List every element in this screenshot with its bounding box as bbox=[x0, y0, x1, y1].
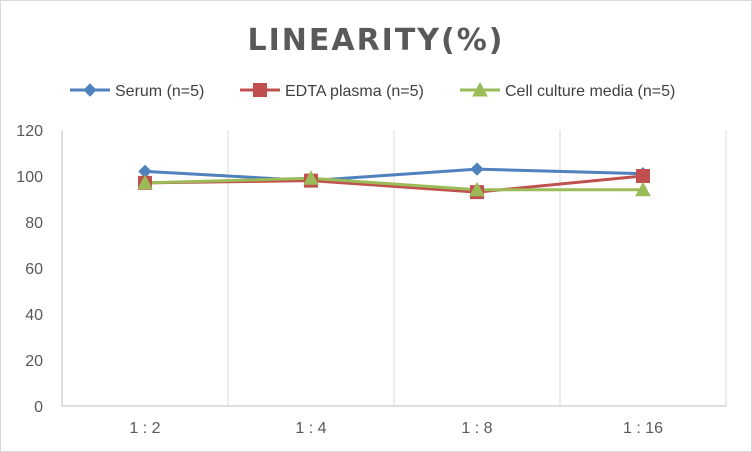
legend: Serum (n=5) EDTA plasma (n=5) Cell cultu… bbox=[70, 81, 675, 100]
y-tick-label: 40 bbox=[25, 307, 43, 324]
legend-label-edta-plasma: EDTA plasma (n=5) bbox=[285, 83, 424, 100]
data-point bbox=[636, 169, 650, 183]
plot-area: 0 20 40 60 80 100 120 1 : 2 1 : 4 1 : 8 1 : 16 bbox=[16, 123, 727, 437]
legend-marker-cell-culture-media bbox=[472, 81, 488, 97]
series-line bbox=[143, 167, 645, 183]
chart-title: LINEARITY(%) bbox=[247, 23, 504, 58]
x-tick-label: 1 : 16 bbox=[623, 420, 663, 437]
series-line bbox=[143, 176, 645, 192]
x-tick-label: 1 : 4 bbox=[295, 420, 326, 437]
legend-label-serum: Serum (n=5) bbox=[115, 83, 204, 100]
legend-item-edta-plasma: EDTA plasma (n=5) bbox=[240, 83, 424, 100]
legend-item-serum: Serum (n=5) bbox=[70, 83, 204, 100]
data-point bbox=[469, 181, 485, 197]
legend-item-cell-culture-media: Cell culture media (n=5) bbox=[460, 81, 675, 100]
y-tick-label: 60 bbox=[25, 261, 43, 278]
y-tick-label: 80 bbox=[25, 215, 43, 232]
data-point bbox=[635, 181, 651, 197]
y-tick-label: 0 bbox=[34, 399, 43, 416]
y-tick-label: 100 bbox=[16, 169, 43, 186]
x-tick-label: 1 : 8 bbox=[461, 420, 492, 437]
legend-label-cell-culture-media: Cell culture media (n=5) bbox=[505, 83, 675, 100]
data-point bbox=[137, 174, 153, 190]
data-point bbox=[303, 170, 319, 185]
data-point bbox=[470, 162, 484, 176]
y-tick-label: 20 bbox=[25, 353, 43, 370]
y-tick-label: 120 bbox=[16, 123, 43, 140]
x-tick-label: 1 : 2 bbox=[129, 420, 160, 437]
legend-marker-edta-plasma bbox=[253, 83, 267, 97]
legend-marker-serum bbox=[83, 83, 97, 97]
